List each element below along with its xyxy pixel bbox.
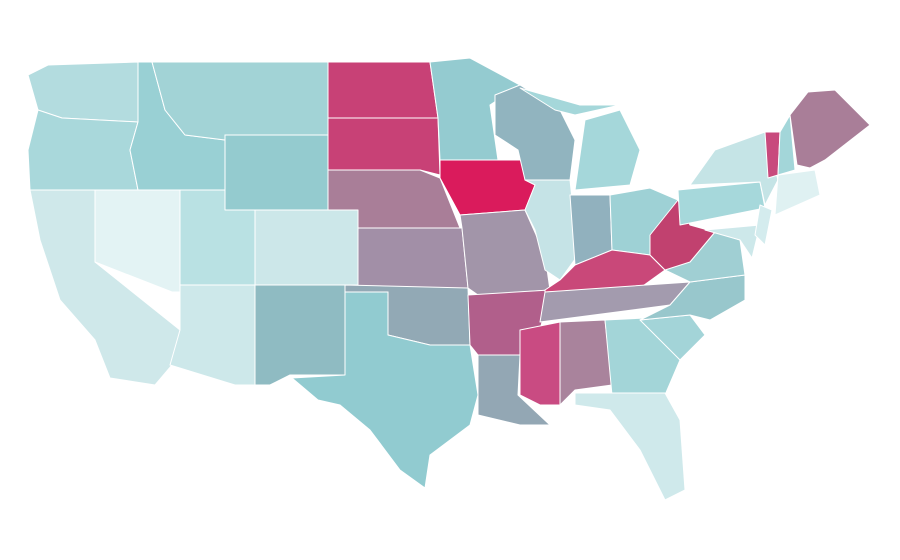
state xyxy=(327,117,441,176)
state xyxy=(754,204,773,246)
state xyxy=(357,227,469,289)
state xyxy=(169,284,256,386)
state xyxy=(519,87,641,191)
state xyxy=(559,319,613,406)
state xyxy=(704,224,761,259)
state xyxy=(777,114,796,176)
state xyxy=(604,317,681,396)
state xyxy=(27,109,139,191)
state xyxy=(327,61,439,119)
state xyxy=(439,159,536,216)
state xyxy=(224,134,329,211)
state xyxy=(789,89,871,169)
state xyxy=(574,392,686,501)
state xyxy=(429,57,521,161)
state xyxy=(519,321,561,406)
state xyxy=(254,284,346,386)
state xyxy=(291,291,479,489)
state xyxy=(774,169,821,216)
state xyxy=(254,209,359,286)
state xyxy=(677,181,766,226)
